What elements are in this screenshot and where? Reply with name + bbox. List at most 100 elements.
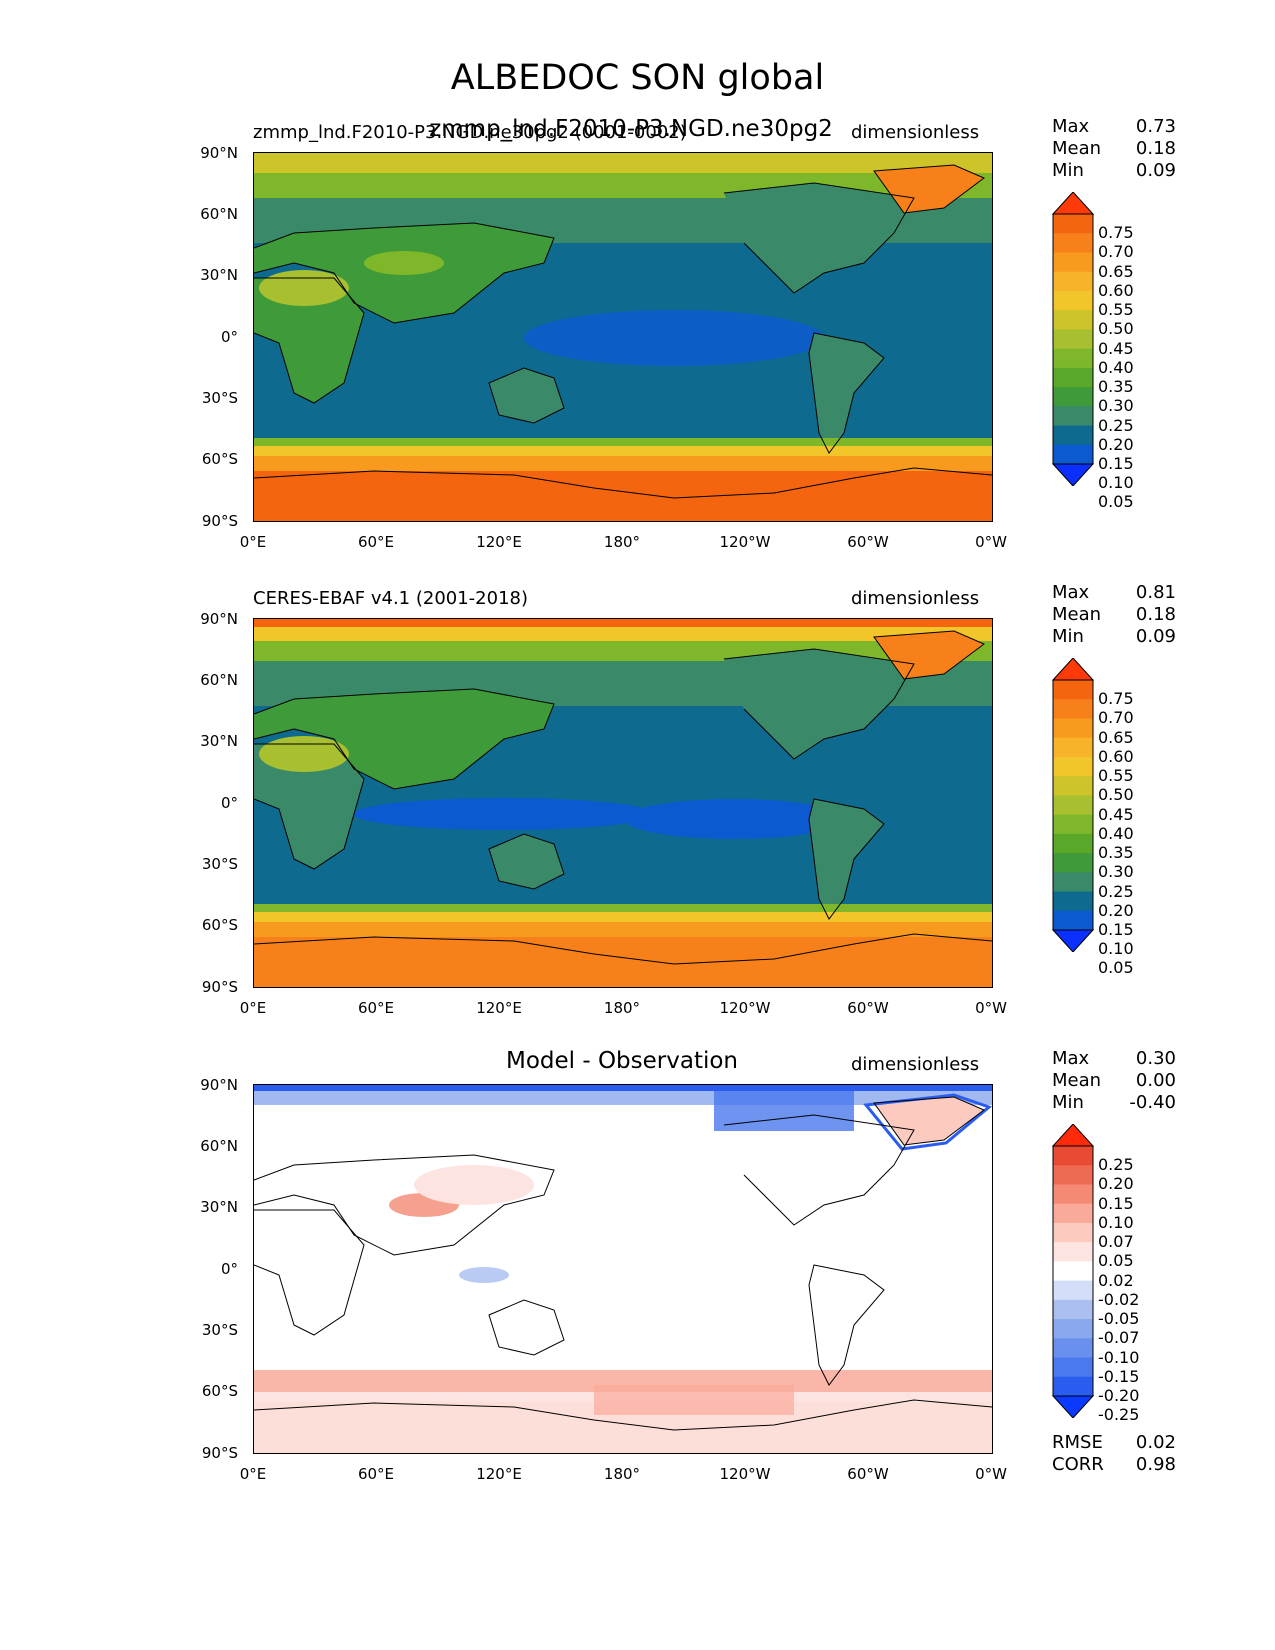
panel-left-title: zmmp_lnd.F2010-P3.NGD.ne30pg2 (0001-0002… <box>253 122 687 143</box>
colorbar-extend-max <box>1051 192 1095 215</box>
panel-units: dimensionless <box>851 1054 980 1075</box>
colorbar-difference <box>1051 1124 1095 1418</box>
lon-label: 0°E <box>239 999 267 1017</box>
colorbar-segment <box>1053 872 1093 893</box>
lat-label: 30°S <box>201 855 238 873</box>
colorbar-segment <box>1053 776 1093 796</box>
colorbar-tick-label: -0.20 <box>1098 1386 1140 1405</box>
colorbar-segment <box>1053 756 1093 777</box>
colorbar-segment <box>1053 252 1093 273</box>
stat-min-label: Min <box>1052 626 1084 647</box>
colorbar-segment <box>1053 1184 1093 1205</box>
stat-max-value: 0.30 <box>1135 1048 1176 1069</box>
stat-mean-value: 0.18 <box>1135 138 1176 159</box>
lon-label: 120°W <box>719 999 771 1017</box>
colorbar-segment <box>1053 233 1093 253</box>
colorbar-tick-label: 0.05 <box>1098 492 1134 512</box>
lon-label: 0°W <box>975 1465 1007 1483</box>
colorbar-tick-label: 0.45 <box>1098 338 1134 358</box>
colorbar-segment <box>1053 1242 1093 1262</box>
lat-label: 90°S <box>201 512 238 530</box>
figure-title: ALBEDOC SON global <box>450 58 825 98</box>
colorbar-segment <box>1053 814 1093 835</box>
colorbar-segment <box>1053 680 1093 700</box>
colorbar-segment <box>1053 737 1093 758</box>
colorbar-extend-min <box>1051 929 1095 952</box>
colorbar-extend-max <box>1051 658 1095 681</box>
colorbar-segment <box>1053 367 1093 388</box>
colorbar-tick-label: 0.40 <box>1098 823 1134 843</box>
colorbar-segment <box>1053 1357 1093 1378</box>
colorbar-tick-label: 0.55 <box>1098 300 1134 320</box>
lat-label: 60°N <box>200 1137 238 1155</box>
stat-max-label: Max <box>1052 116 1090 137</box>
colorbar-segment <box>1053 1299 1093 1320</box>
colorbar-tick-label: -0.05 <box>1098 1309 1140 1329</box>
colorbar-segment <box>1053 910 1093 931</box>
stat-min-label: Min <box>1052 160 1084 181</box>
colorbar-segment <box>1053 833 1093 854</box>
colorbar-segment <box>1053 1165 1093 1185</box>
colorbar-tick-label: 0.45 <box>1098 804 1134 824</box>
colorbar-segment <box>1053 348 1093 369</box>
colorbar-segment <box>1053 718 1093 739</box>
colorbar-tick-label: 0.55 <box>1098 766 1134 786</box>
colorbar-tick-label: 0.70 <box>1098 708 1134 728</box>
lon-label: 180° <box>603 1465 641 1483</box>
lat-label: 30°S <box>201 1321 238 1339</box>
colorbar-observation <box>1051 658 1095 952</box>
lon-label: 60°E <box>357 1465 395 1483</box>
colorbar-tick-label: 0.65 <box>1098 727 1134 747</box>
stat-mean-label: Mean <box>1052 604 1102 625</box>
lon-label: 0°E <box>239 1465 267 1483</box>
lat-label: 60°N <box>200 671 238 689</box>
colorbar-tick-label: 0.75 <box>1098 689 1134 709</box>
colorbar-tick-label: 0.35 <box>1098 843 1134 863</box>
panel-center-title: zmmp_lnd.F2010-P3.NGD.ne30pg2 <box>429 116 833 142</box>
colorbar-segment <box>1053 853 1093 873</box>
lon-label: 60°W <box>847 999 889 1017</box>
lon-label: 120°E <box>476 999 522 1017</box>
colorbar-tick-label: 0.60 <box>1098 746 1134 766</box>
map-model <box>253 152 993 522</box>
lon-label: 120°E <box>476 533 522 551</box>
lat-label: 60°S <box>201 916 238 934</box>
colorbar-model <box>1051 192 1095 486</box>
stat-mean-value: 0.00 <box>1135 1070 1176 1091</box>
colorbar-tick-label: -0.07 <box>1098 1328 1140 1348</box>
map-difference <box>253 1084 993 1454</box>
lon-label: 120°W <box>719 533 771 551</box>
colorbar-segment <box>1053 699 1093 719</box>
lon-label: 60°E <box>357 999 395 1017</box>
stat-mean-label: Mean <box>1052 138 1102 159</box>
colorbar-segment <box>1053 795 1093 816</box>
colorbar-tick-label: 0.05 <box>1098 1251 1134 1271</box>
colorbar-tick-label: 0.30 <box>1098 396 1134 416</box>
colorbar-tick-label: 0.07 <box>1098 1232 1134 1252</box>
lon-label: 60°W <box>847 533 889 551</box>
lat-label: 30°N <box>200 1198 238 1216</box>
lon-label: 0°W <box>975 533 1007 551</box>
panel-units: dimensionless <box>851 588 980 609</box>
colorbar-segment <box>1053 214 1093 234</box>
colorbar-tick-label: 0.50 <box>1098 319 1134 339</box>
panel-left-title: CERES-EBAF v4.1 (2001-2018) <box>253 588 529 609</box>
colorbar-tick-label: 0.25 <box>1098 415 1134 435</box>
lat-label: 0° <box>220 1260 238 1278</box>
stat-corr-label: CORR <box>1052 1454 1104 1475</box>
lat-label: 90°N <box>200 144 238 162</box>
stat-mean-label: Mean <box>1052 1070 1102 1091</box>
colorbar-segment <box>1053 444 1093 465</box>
colorbar-tick-label: 0.15 <box>1098 454 1134 473</box>
colorbar-tick-label: 0.15 <box>1098 1193 1134 1213</box>
colorbar-segment <box>1053 1319 1093 1339</box>
colorbar-tick-label: 0.25 <box>1098 1155 1134 1175</box>
stat-min-value: -0.40 <box>1129 1092 1176 1113</box>
colorbar-frame <box>1052 679 1094 931</box>
lon-label: 60°W <box>847 1465 889 1483</box>
stat-min-label: Min <box>1052 1092 1084 1113</box>
lon-label: 120°W <box>719 1465 771 1483</box>
colorbar-frame <box>1052 213 1094 465</box>
colorbar-tick-label: 0.20 <box>1098 1174 1134 1194</box>
colorbar-tick-label: 0.35 <box>1098 377 1134 397</box>
